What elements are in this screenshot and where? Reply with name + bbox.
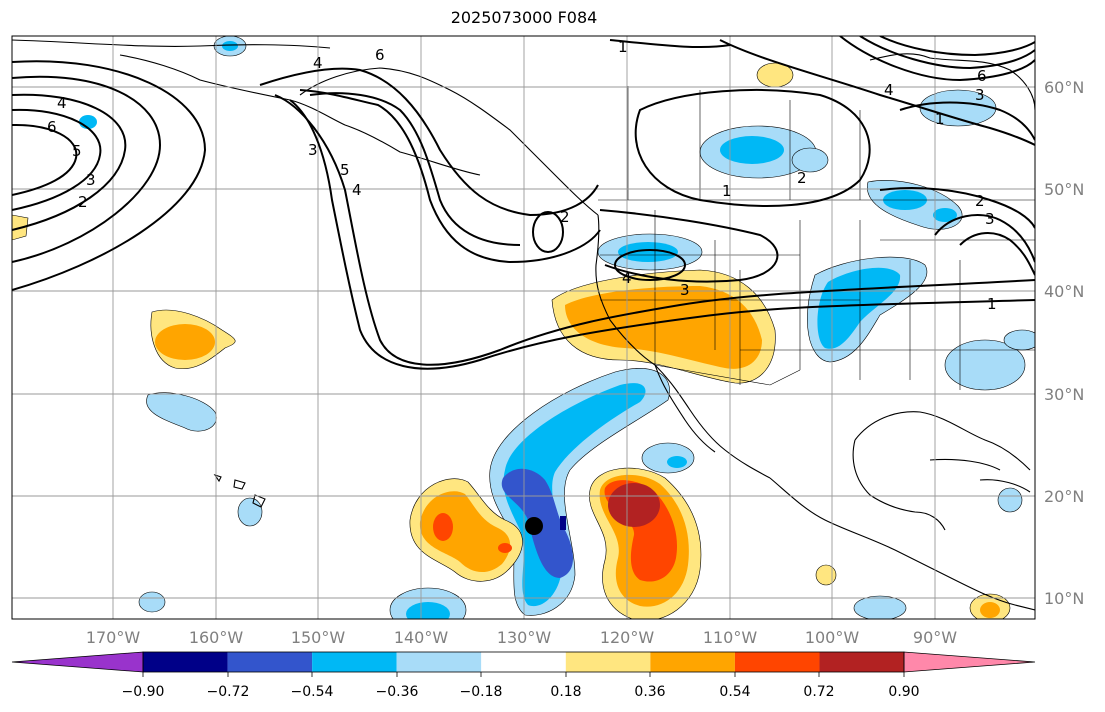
colorbar-tick-label: −0.90 bbox=[122, 684, 165, 700]
contour-label-5: 5 bbox=[72, 142, 82, 160]
contour-label-4: 4 bbox=[57, 94, 67, 112]
colorbar-frame bbox=[142, 651, 905, 673]
lat-label: 60°N bbox=[1044, 78, 1084, 97]
longitude-axis: 170°W 160°W 150°W 140°W 130°W 120°W 110°… bbox=[86, 628, 957, 647]
contour-label-3: 3 bbox=[975, 86, 985, 104]
colorbar-tick-label: −0.54 bbox=[291, 684, 334, 700]
contour-label-2: 2 bbox=[975, 192, 985, 210]
contour-label-1: 1 bbox=[987, 295, 997, 313]
lat-label: 50°N bbox=[1044, 180, 1084, 199]
colorbar-tick-label: 0.18 bbox=[550, 684, 581, 700]
contour-label-2: 2 bbox=[78, 193, 88, 211]
contour-label-3: 3 bbox=[86, 171, 96, 189]
contour-label-2: 2 bbox=[560, 208, 570, 226]
lon-label: 90°W bbox=[913, 628, 957, 647]
colorbar-cell bbox=[396, 652, 482, 672]
map-title: 2025073000 F084 bbox=[450, 8, 598, 27]
contour-label-1: 1 bbox=[935, 110, 945, 128]
colorbar-extend-max bbox=[903, 651, 1036, 673]
lat-label: 20°N bbox=[1044, 487, 1084, 506]
lon-label: 100°W bbox=[805, 628, 860, 647]
contour-labels: 4 6 5 3 2 4 6 3 5 4 1 1 2 1 4 6 3 2 3 1 … bbox=[47, 38, 997, 313]
lon-label: 150°W bbox=[291, 628, 346, 647]
lat-label: 40°N bbox=[1044, 282, 1084, 301]
shading-layer bbox=[12, 36, 1035, 619]
lon-label: 130°W bbox=[497, 628, 552, 647]
colorbar-tick-label: −0.72 bbox=[207, 684, 250, 700]
colorbar-ticks bbox=[142, 672, 905, 677]
storm-center-marker bbox=[525, 517, 543, 535]
colorbar-tick-label: −0.18 bbox=[460, 684, 503, 700]
colorbar-cell bbox=[565, 652, 651, 672]
colorbar-cells bbox=[143, 652, 905, 672]
colorbar-cell bbox=[143, 652, 228, 672]
colorbar-cell bbox=[734, 652, 820, 672]
contour-layer bbox=[12, 36, 1035, 370]
contour-label-3: 3 bbox=[680, 281, 690, 299]
contour-label-4: 4 bbox=[352, 181, 362, 199]
contour-label-6: 6 bbox=[375, 46, 385, 64]
colorbar-tick-label: −0.36 bbox=[376, 684, 419, 700]
latitude-axis: 60°N 50°N 40°N 30°N 20°N 10°N bbox=[1044, 78, 1084, 608]
lat-label: 30°N bbox=[1044, 385, 1084, 404]
colorbar-tick-label: 0.36 bbox=[634, 684, 665, 700]
contour-label-2: 2 bbox=[797, 169, 807, 187]
colorbar: −0.90 −0.72 −0.54 −0.36 −0.18 0.18 0.36 … bbox=[11, 651, 1036, 700]
colorbar-labels: −0.90 −0.72 −0.54 −0.36 −0.18 0.18 0.36 … bbox=[122, 684, 920, 700]
colorbar-cell bbox=[312, 652, 397, 672]
colorbar-extend-min bbox=[11, 651, 144, 673]
contour-label-1: 1 bbox=[618, 38, 628, 56]
colorbar-tick-label: 0.90 bbox=[888, 684, 919, 700]
lon-label: 160°W bbox=[189, 628, 244, 647]
colorbar-cell bbox=[481, 652, 566, 672]
lon-label: 110°W bbox=[703, 628, 758, 647]
colorbar-cell bbox=[819, 652, 905, 672]
graticule bbox=[12, 36, 1035, 619]
lon-label: 170°W bbox=[86, 628, 141, 647]
colorbar-tick-label: 0.54 bbox=[719, 684, 750, 700]
map-frame bbox=[11, 35, 1036, 620]
contour-label-5: 5 bbox=[340, 161, 350, 179]
contour-label-4: 4 bbox=[884, 81, 894, 99]
contour-label-6: 6 bbox=[977, 67, 987, 85]
lon-label: 120°W bbox=[600, 628, 655, 647]
colorbar-cell bbox=[227, 652, 313, 672]
contour-label-3: 3 bbox=[308, 141, 318, 159]
contour-label-3: 3 bbox=[985, 210, 995, 228]
lat-label: 10°N bbox=[1044, 589, 1084, 608]
colorbar-cell bbox=[650, 652, 735, 672]
contour-label-1: 1 bbox=[722, 182, 732, 200]
coastline-layer bbox=[12, 39, 1035, 611]
colorbar-tick-label: 0.72 bbox=[803, 684, 834, 700]
contour-label-6: 6 bbox=[47, 118, 57, 136]
contour-label-4: 4 bbox=[313, 54, 323, 72]
contour-label-4: 4 bbox=[622, 269, 632, 287]
lon-label: 140°W bbox=[394, 628, 449, 647]
